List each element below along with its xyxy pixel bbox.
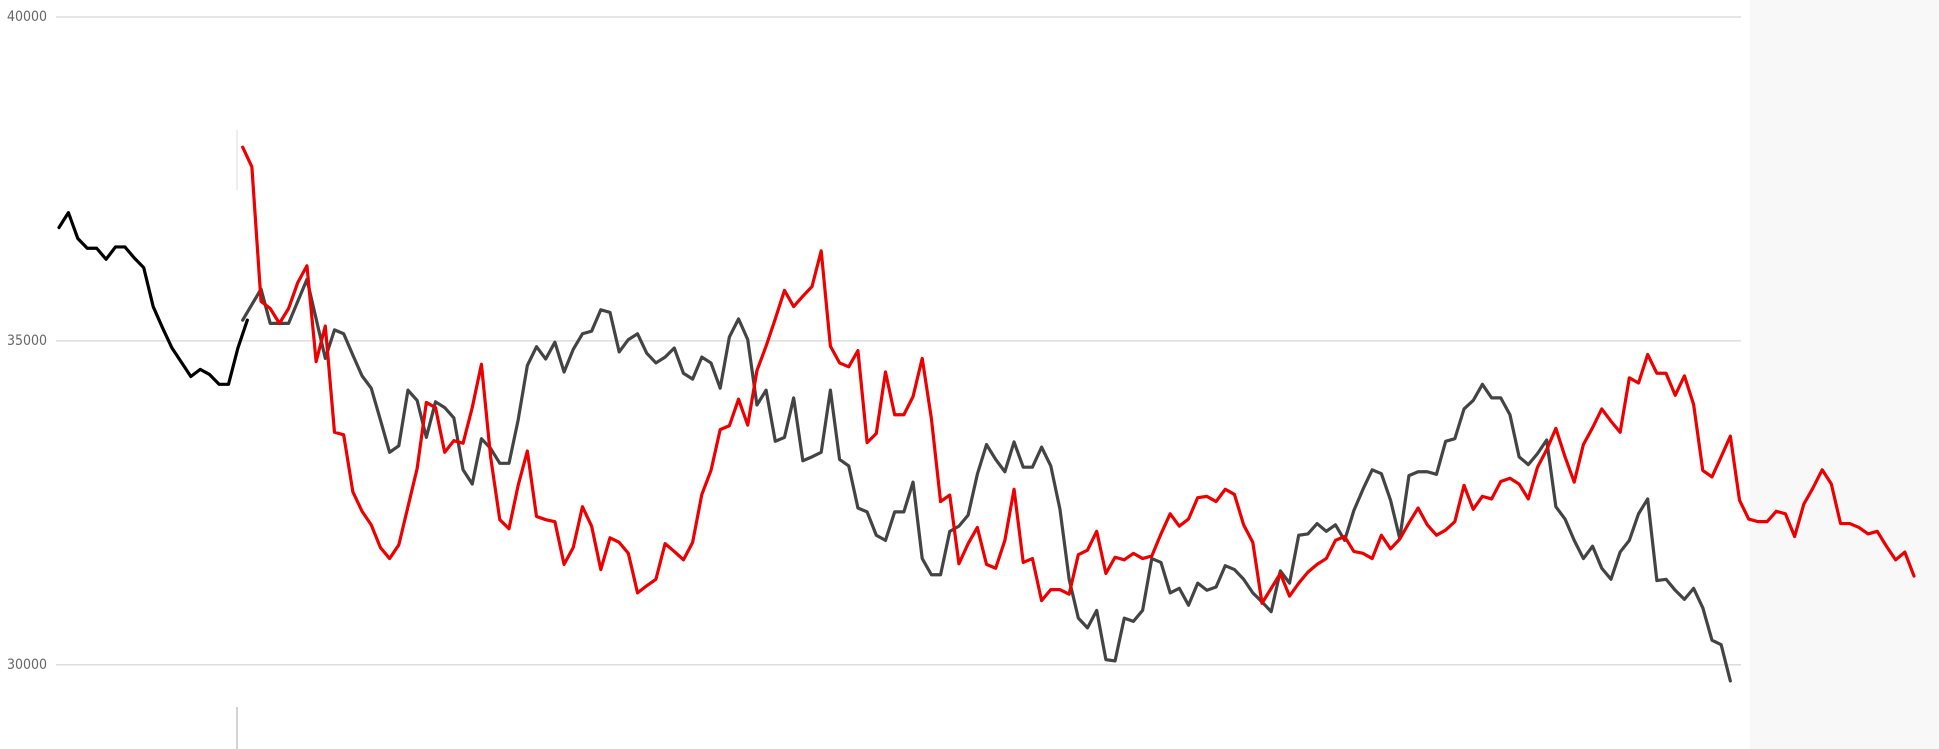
y-tick-label: 40000 bbox=[7, 9, 47, 25]
y-tick-label: 35000 bbox=[7, 333, 47, 349]
line-series bbox=[241, 145, 1916, 605]
side-panel bbox=[1750, 0, 1939, 749]
y-tick-label: 30000 bbox=[7, 657, 47, 673]
line-series bbox=[57, 211, 249, 386]
